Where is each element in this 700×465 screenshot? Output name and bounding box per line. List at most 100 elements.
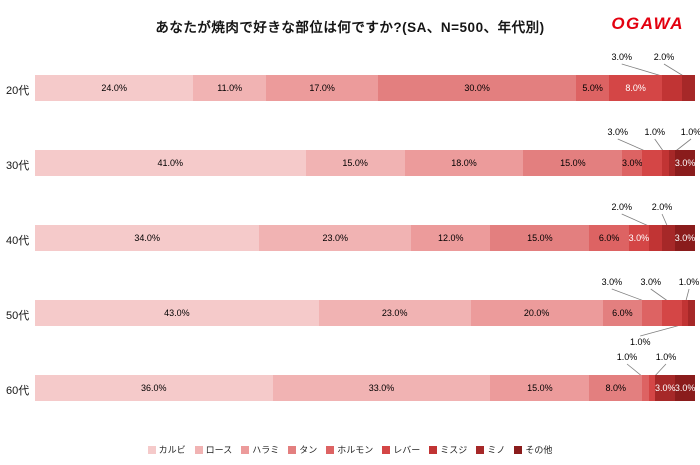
bar-segment: 15.0%	[523, 150, 623, 176]
bar-segment	[661, 75, 682, 101]
category-label: 20代	[6, 85, 30, 97]
bar-segment: 3.0%	[675, 150, 695, 176]
bar-segment	[642, 150, 662, 176]
legend-label: レバー	[393, 445, 421, 455]
bar-segment: 33.0%	[272, 375, 491, 401]
legend-swatch	[147, 445, 156, 454]
bar-segment	[681, 300, 689, 326]
bar-segment: 8.0%	[589, 375, 643, 401]
bar-segment: 23.0%	[318, 300, 471, 326]
callout-label: 1.0%	[655, 352, 677, 362]
callout-label: 1.0%	[680, 127, 700, 137]
bar-segment	[661, 300, 682, 326]
legend-item: ミノ	[476, 443, 505, 456]
plot-area: 20代 3.0% 2.0% 24.0% 11.0% 17.0% 30.0% 5.0% 8.0% 3…	[0, 38, 700, 413]
legend-label: ロース	[205, 445, 233, 455]
chart-row: 60代 1.0% 1.0% 36.0% 33.0% 15.0% 8.0% 3.0% 3.0%	[0, 338, 700, 413]
bar-segment: 36.0%	[35, 375, 273, 401]
chart-row: 30代 3.0% 1.0% 1.0% 41.0% 15.0% 18.0% 15.0% 3.0% 3…	[0, 113, 700, 188]
legend-item: ハラミ	[241, 443, 279, 456]
legend-label: ミノ	[487, 445, 506, 455]
legend-swatch	[514, 445, 523, 454]
callout-label: 3.0%	[607, 127, 629, 137]
legend-item: レバー	[382, 443, 420, 456]
ogawa-logo: OGAWA	[611, 14, 684, 33]
chart-row: 20代 3.0% 2.0% 24.0% 11.0% 17.0% 30.0% 5.0% 8.0%	[0, 38, 700, 113]
bar-segment: 6.0%	[602, 300, 643, 326]
bar-segment: 11.0%	[193, 75, 266, 101]
bar-segment: 3.0%	[622, 150, 643, 176]
bar-segment: 3.0%	[629, 225, 649, 251]
chart-row: 50代 3.0% 3.0% 1.0% 1.0% 43.0% 23.0% 20.0% 6.0%	[0, 263, 700, 347]
legend-label: カルビ	[158, 445, 186, 455]
bar-segment: 5.0%	[576, 75, 610, 101]
legend-swatch	[382, 445, 391, 454]
bar-segment	[642, 375, 649, 401]
legend-swatch	[194, 445, 203, 454]
bar-segment: 15.0%	[490, 225, 590, 251]
legend-item: ロース	[194, 443, 233, 456]
legend-swatch	[288, 445, 297, 454]
legend-label: ハラミ	[252, 445, 280, 455]
callout-label: 2.0%	[653, 52, 675, 62]
bar-segment	[681, 75, 695, 101]
bar-segment: 18.0%	[404, 150, 524, 176]
callout-label: 1.0%	[644, 127, 665, 137]
callout-label: 1.0%	[678, 277, 700, 287]
bar-segment: 34.0%	[35, 225, 260, 251]
category-label: 40代	[6, 235, 30, 247]
bar-segment	[648, 375, 656, 401]
bar-segment: 24.0%	[35, 75, 194, 101]
bar-segment: 17.0%	[265, 75, 379, 101]
bar-segment	[661, 225, 676, 251]
callout-label: 1.0%	[629, 337, 651, 347]
bar-segment: 41.0%	[35, 150, 306, 176]
bar-segment	[661, 150, 669, 176]
category-label: 30代	[6, 160, 30, 172]
legend-item: ホルモン	[326, 443, 373, 456]
legend-swatch	[476, 445, 485, 454]
legend-label: ホルモン	[337, 445, 374, 455]
bar-segment: 3.0%	[675, 375, 695, 401]
legend-label: ミスジ	[440, 445, 468, 455]
bar-segment: 3.0%	[655, 375, 676, 401]
bar-segment: 15.0%	[305, 150, 405, 176]
bar-segment	[642, 300, 662, 326]
bar-segment: 12.0%	[411, 225, 491, 251]
bar-segment: 6.0%	[589, 225, 629, 251]
callout-label: 3.0%	[611, 52, 632, 62]
legend-item: ミスジ	[429, 443, 467, 456]
callout-label: 3.0%	[601, 277, 623, 287]
callout-label: 2.0%	[611, 202, 632, 212]
legend: カルビ ロース ハラミ タン ホルモン レバー ミスジ ミノ その他	[0, 443, 700, 456]
bar-segment: 15.0%	[490, 375, 590, 401]
chart-title: あなたが焼肉で好きな部位は何ですか?(SA、N=500、年代別)	[155, 20, 545, 35]
stacked-bar: 41.0% 15.0% 18.0% 15.0% 3.0% 3.0%	[35, 150, 695, 176]
callout-label: 2.0%	[651, 202, 673, 212]
bar-segment: 8.0%	[609, 75, 662, 101]
legend-swatch	[326, 445, 335, 454]
bar-segment: 43.0%	[35, 300, 319, 326]
stacked-bar: 36.0% 33.0% 15.0% 8.0% 3.0% 3.0%	[35, 375, 695, 401]
legend-swatch	[241, 445, 250, 454]
category-label: 50代	[6, 310, 30, 322]
bar-segment: 20.0%	[470, 300, 603, 326]
chart-row: 40代 2.0% 2.0% 34.0% 23.0% 12.0% 15.0% 6.0% 3.0% 3…	[0, 188, 700, 263]
legend-item: カルビ	[147, 443, 186, 456]
stacked-bar: 34.0% 23.0% 12.0% 15.0% 6.0% 3.0% 3.0%	[35, 225, 695, 251]
bar-segment	[648, 225, 662, 251]
stacked-bar: 43.0% 23.0% 20.0% 6.0%	[35, 300, 695, 326]
legend-label: その他	[525, 445, 553, 455]
legend-label: タン	[299, 445, 318, 455]
legend-item: その他	[514, 443, 552, 456]
legend-item: タン	[288, 443, 317, 456]
bar-segment	[688, 300, 695, 326]
bar-segment: 23.0%	[259, 225, 412, 251]
callout-label: 1.0%	[616, 352, 638, 362]
bar-segment	[668, 150, 676, 176]
category-label: 60代	[6, 385, 30, 397]
bar-segment: 3.0%	[675, 225, 695, 251]
stacked-bar: 24.0% 11.0% 17.0% 30.0% 5.0% 8.0%	[35, 75, 695, 101]
legend-swatch	[429, 445, 438, 454]
callout-label: 3.0%	[640, 277, 662, 287]
